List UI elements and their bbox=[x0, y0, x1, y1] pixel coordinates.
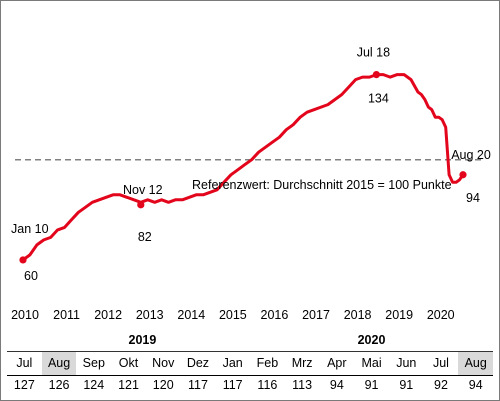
month-name-4: Nov bbox=[152, 356, 175, 370]
table-top-rule bbox=[7, 351, 493, 352]
value-label-2012-11: 82 bbox=[138, 230, 152, 244]
month-value-12: 92 bbox=[434, 378, 448, 392]
month-value-9: 94 bbox=[329, 378, 344, 392]
month-value-3: 121 bbox=[118, 378, 139, 392]
month-value-10: 91 bbox=[364, 378, 379, 392]
month-value-8: 113 bbox=[292, 378, 313, 392]
month-name-13: Aug bbox=[458, 352, 494, 375]
month-name-8: Mrz bbox=[291, 356, 313, 370]
year-label-2019: 2019 bbox=[128, 333, 157, 347]
date-label-2020-08: Aug 20 bbox=[451, 148, 491, 162]
month-name-2: Sep bbox=[82, 356, 105, 370]
month-value-7: 116 bbox=[257, 378, 278, 392]
x-tick-2020: 2020 bbox=[427, 308, 455, 322]
month-name-10: Mai bbox=[361, 356, 382, 370]
month-name-3: Okt bbox=[118, 356, 139, 370]
month-value-4: 120 bbox=[152, 378, 174, 392]
monthly-values-table: 2019 2020 Jul Aug Sep Okt Nov Dez Jan Feb Mrz Apr… bbox=[7, 329, 494, 395]
month-name-1: Aug bbox=[41, 352, 77, 375]
x-tick-2018: 2018 bbox=[344, 308, 372, 322]
value-label-2010-01: 60 bbox=[24, 269, 38, 283]
date-label-2010-01: Jan 10 bbox=[11, 222, 49, 236]
reference-text: Referenzwert: Durchschnitt 2015 = 100 Pu… bbox=[192, 178, 452, 192]
date-label-2018-07: Jul 18 bbox=[357, 46, 390, 60]
month-name-0: Jul bbox=[16, 356, 33, 370]
month-value-row: 127 126 124 121 120 117 117 116 113 94 91 91 92 94 bbox=[7, 376, 493, 395]
point-marker-2010-01 bbox=[19, 256, 27, 264]
x-tick-2017: 2017 bbox=[302, 308, 330, 322]
value-label-2018-07: 134 bbox=[368, 92, 389, 106]
year-row: 2019 2020 bbox=[7, 329, 493, 351]
month-name-row: Jul Aug Sep Okt Nov Dez Jan Feb Mrz Apr Mai Jun Jul A… bbox=[7, 352, 494, 375]
x-tick-2011: 2011 bbox=[53, 308, 80, 322]
month-value-6: 117 bbox=[222, 378, 243, 392]
series-line bbox=[21, 73, 465, 262]
x-tick-2013: 2013 bbox=[136, 308, 164, 322]
month-value-5: 117 bbox=[187, 378, 208, 392]
x-tick-2015: 2015 bbox=[219, 308, 247, 322]
point-marker-2012-11 bbox=[137, 201, 145, 209]
month-value-11: 91 bbox=[399, 378, 414, 392]
month-name-7: Feb bbox=[256, 356, 279, 370]
month-name-6: Jan bbox=[222, 356, 243, 370]
year-label-2020: 2020 bbox=[357, 333, 386, 347]
value-label-2020-08: 94 bbox=[466, 191, 480, 205]
month-value-1: 126 bbox=[48, 378, 70, 392]
month-name-5: Dez bbox=[186, 356, 210, 370]
x-tick-2016: 2016 bbox=[261, 308, 289, 322]
point-marker-2020-08 bbox=[459, 171, 467, 179]
month-value-2: 124 bbox=[83, 378, 105, 392]
point-marker-2018-07 bbox=[372, 70, 380, 79]
x-tick-2012: 2012 bbox=[94, 308, 122, 322]
line-chart: Jan 10 60 Nov 12 82 Jul 18 134 Aug 20 94 Refere… bbox=[11, 46, 491, 322]
month-name-9: Apr bbox=[327, 356, 347, 370]
x-tick-2019: 2019 bbox=[385, 308, 413, 322]
date-label-2012-11: Nov 12 bbox=[123, 183, 163, 197]
x-tick-2010: 2010 bbox=[11, 308, 39, 322]
month-name-11: Jun bbox=[396, 356, 417, 370]
month-value-0: 127 bbox=[13, 378, 35, 392]
month-value-13: 94 bbox=[468, 378, 483, 392]
table-separator bbox=[7, 375, 493, 376]
x-tick-2014: 2014 bbox=[177, 308, 205, 322]
month-name-12: Jul bbox=[432, 356, 449, 370]
